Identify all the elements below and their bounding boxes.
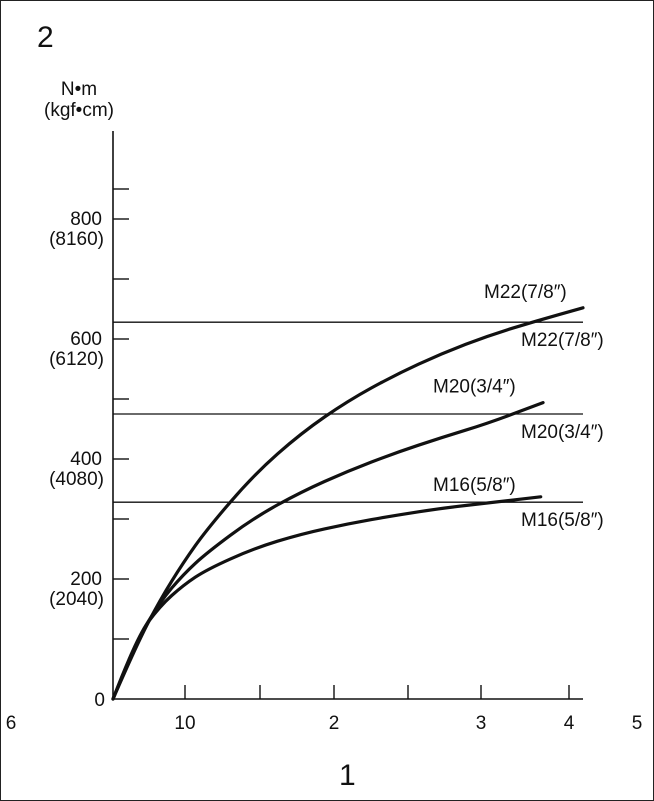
limit-line-label: M20(3/4″) (521, 422, 604, 443)
limit-line-label: M16(5/8″) (521, 510, 604, 531)
x-tick-label: 6 (6, 713, 17, 734)
y-axis-unit-label: N•m (60, 79, 98, 100)
panel-number-label: 2 (37, 21, 54, 54)
series-label: M16(5/8″) (433, 475, 516, 496)
series-curve (111, 401, 545, 701)
series-curve (111, 306, 585, 701)
y-tick-sub-label: (6120) (49, 349, 104, 370)
y-tick-sub-label: (4080) (49, 469, 104, 490)
y-tick-sub-label: (8160) (49, 229, 104, 250)
x-tick-label: 10 (174, 713, 195, 734)
y-tick-label: 800 (70, 209, 102, 230)
y-tick-label: 600 (70, 329, 102, 350)
x-axis-label: 1 (339, 759, 356, 792)
y-axis-unit-sub-label: (kgf•cm) (44, 100, 114, 121)
series-label: M22(7/8″) (484, 282, 567, 303)
y-tick-sub-label: (2040) (49, 589, 104, 610)
x-tick-label: 5 (632, 713, 643, 734)
y-tick-label: 400 (70, 449, 102, 470)
limit-line-label: M22(7/8″) (521, 330, 604, 351)
series-curve (111, 495, 543, 701)
x-tick-label: 3 (476, 713, 487, 734)
y-tick-label: 0 (94, 690, 105, 711)
x-tick-label: 4 (564, 713, 575, 734)
x-tick-label: 2 (329, 713, 340, 734)
series-label: M20(3/4″) (433, 377, 516, 398)
y-tick-label: 200 (70, 569, 102, 590)
